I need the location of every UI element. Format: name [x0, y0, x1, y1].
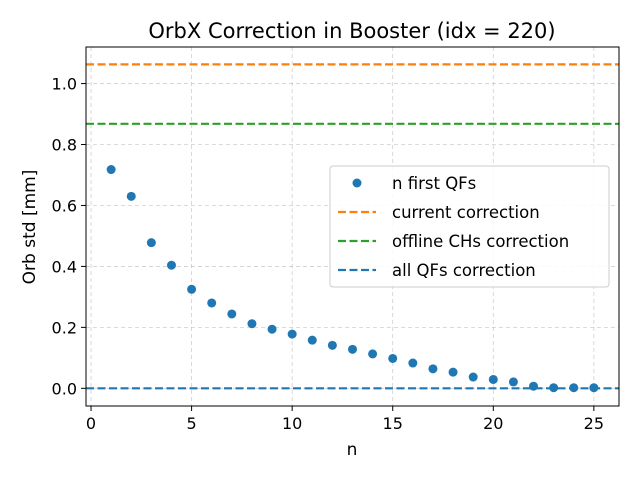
- legend-label: all QFs correction: [392, 261, 536, 280]
- data-point: [187, 284, 197, 294]
- data-point: [508, 377, 518, 387]
- x-tick-label: 15: [383, 414, 403, 433]
- x-tick-label: 5: [187, 414, 197, 433]
- data-point: [448, 367, 458, 377]
- x-tick-label: 0: [86, 414, 96, 433]
- data-point: [227, 309, 237, 319]
- data-point: [368, 349, 378, 359]
- y-tick-label: 1.0: [52, 75, 77, 94]
- legend-label: n first QFs: [392, 174, 476, 193]
- y-tick-label: 0.4: [52, 257, 77, 276]
- data-point: [267, 324, 277, 334]
- data-point: [549, 383, 559, 393]
- scatter-points: [106, 165, 599, 393]
- legend: n first QFs current correction offline CHs…: [329, 165, 610, 288]
- x-tick-label: 20: [483, 414, 503, 433]
- legend-label: offline CHs correction: [392, 232, 569, 251]
- legend-label: current correction: [392, 203, 540, 222]
- x-tick-label: 10: [282, 414, 302, 433]
- data-point: [287, 329, 297, 339]
- data-point: [327, 340, 337, 350]
- plot-frame: [85, 46, 620, 407]
- data-point: [468, 372, 478, 382]
- x-tick-label: 25: [584, 414, 604, 433]
- data-point: [408, 358, 418, 368]
- chart-title: OrbX Correction in Booster (idx = 220): [148, 19, 555, 43]
- data-point: [307, 335, 317, 345]
- data-point: [428, 364, 438, 374]
- data-point: [166, 260, 176, 270]
- y-tick-label: 0.6: [52, 196, 77, 215]
- data-point: [589, 383, 599, 393]
- data-point: [348, 344, 357, 354]
- data-point: [388, 353, 398, 363]
- legend-box: [329, 165, 610, 288]
- y-tick-label: 0.0: [52, 379, 77, 398]
- data-point: [488, 374, 498, 384]
- data-point: [247, 319, 257, 329]
- data-point: [126, 191, 136, 201]
- x-axis-label: n: [347, 440, 358, 460]
- data-point: [207, 298, 217, 308]
- data-point: [106, 165, 116, 175]
- y-tick-label: 0.8: [52, 136, 77, 155]
- y-tick-label: 0.2: [52, 318, 77, 337]
- data-point: [146, 238, 156, 248]
- legend-marker: [352, 178, 362, 188]
- data-point: [529, 381, 539, 391]
- y-axis-label: Orb std [mm]: [20, 170, 40, 285]
- axis-ticks: 0 5 10 15 20 25 0.0 0.2 0.4 0.6 0.8 1.0: [52, 75, 604, 433]
- data-point: [569, 383, 579, 393]
